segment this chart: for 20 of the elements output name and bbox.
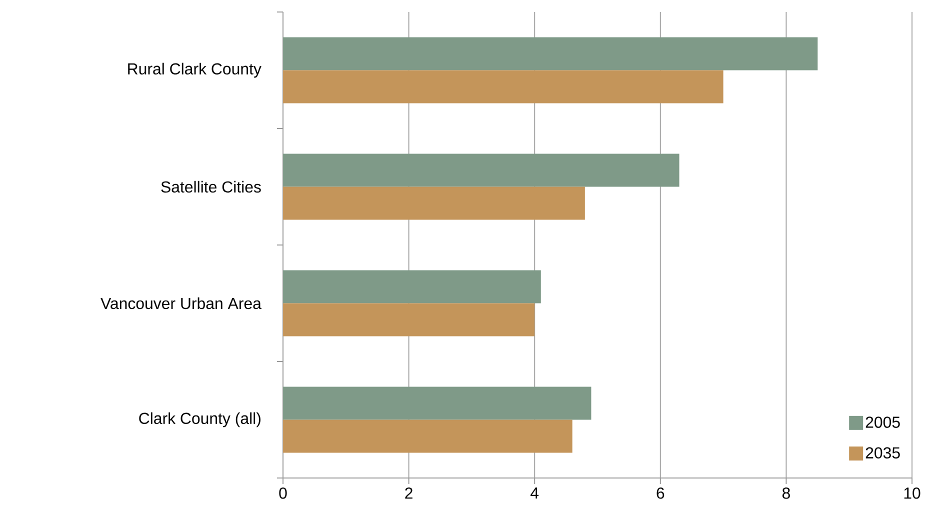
x-tick-label: 0: [279, 488, 287, 499]
bar: [283, 186, 585, 220]
x-tick-label: 8: [782, 488, 790, 499]
x-tick-label: 4: [530, 488, 539, 498]
x-tick-label: 2: [405, 488, 412, 499]
bar: [283, 303, 535, 336]
y-tick-label: Clark County (all): [139, 412, 260, 428]
y-tick-label: Satellite Cities: [161, 180, 261, 193]
legend-label: 2005: [866, 416, 900, 428]
bar: [283, 37, 818, 70]
bar: [283, 420, 572, 453]
x-tick-label: 10: [904, 488, 920, 499]
y-tick-label: Vancouver Urban Area: [100, 297, 262, 310]
x-tick-label: 6: [656, 488, 664, 499]
y-tick-label: Rural Clark County: [128, 62, 262, 78]
legend-label: 2035: [866, 447, 900, 458]
bar: [283, 154, 680, 187]
bar: [283, 386, 592, 420]
bar: [283, 270, 541, 304]
bar: [283, 70, 724, 104]
